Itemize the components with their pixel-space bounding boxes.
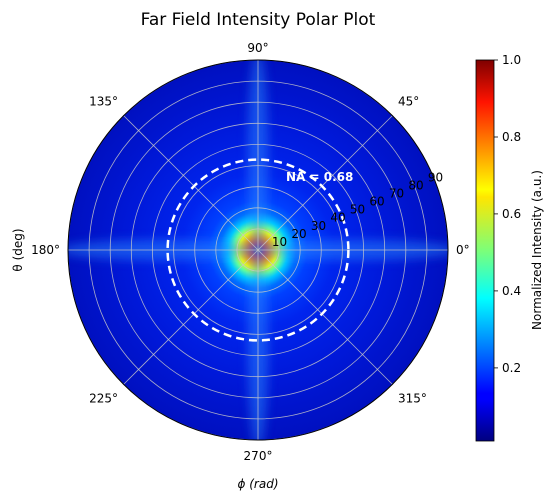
- radial-tick-label: 20: [291, 227, 306, 241]
- colorbar-label: Normalized Intensity (a.u.): [530, 170, 544, 330]
- angular-tick-label: 270°: [244, 449, 273, 463]
- angular-tick-label: 225°: [89, 392, 118, 406]
- colorbar: 0.2 0.4 0.6 0.8 1.0 Normalized Intensity (a.…: [475, 53, 544, 442]
- angular-tick-label: 180°: [31, 243, 60, 257]
- chart-title: Far Field Intensity Polar Plot: [141, 10, 376, 30]
- angular-tick-label: 135°: [89, 95, 118, 109]
- radial-tick-label: 60: [369, 195, 384, 209]
- angular-tick-label: 45°: [398, 95, 419, 109]
- y-axis-label: θ (deg): [11, 228, 25, 271]
- na-circle: [166, 158, 350, 342]
- angular-tick-label: 90°: [247, 41, 268, 55]
- colorbar-ticks: 0.2 0.4 0.6 0.8 1.0: [494, 53, 521, 375]
- colorbar-tick-label: 0.2: [502, 361, 521, 375]
- x-axis-label: ϕ (rad): [238, 477, 279, 491]
- angular-ticks: 0° 45° 90° 135° 180° 225° 270° 315°: [31, 41, 470, 463]
- colorbar-tick-label: 0.4: [502, 284, 521, 298]
- radial-tick-label: 10: [272, 235, 287, 249]
- angular-tick-label: 0°: [456, 243, 470, 257]
- na-annotation: NA = 0.68: [286, 170, 353, 184]
- colorbar-tick-label: 1.0: [502, 53, 521, 67]
- angular-gridline: [257, 115, 393, 251]
- angular-gridline: [257, 249, 393, 385]
- radial-tick-label: 40: [330, 211, 345, 225]
- polar-grid: [67, 59, 449, 441]
- angular-gridline: [123, 115, 259, 251]
- plot-outline: [67, 59, 449, 441]
- radial-tick-label: 50: [350, 203, 365, 217]
- angular-gridline: [123, 249, 259, 385]
- radial-tick-label: 70: [389, 186, 404, 200]
- radial-tick-label: 30: [311, 219, 326, 233]
- radial-tick-label: 80: [408, 178, 423, 192]
- colorbar-gradient: [475, 59, 495, 442]
- colorbar-tick-label: 0.6: [502, 207, 521, 221]
- angular-tick-label: 315°: [398, 392, 427, 406]
- colorbar-tick-label: 0.8: [502, 130, 521, 144]
